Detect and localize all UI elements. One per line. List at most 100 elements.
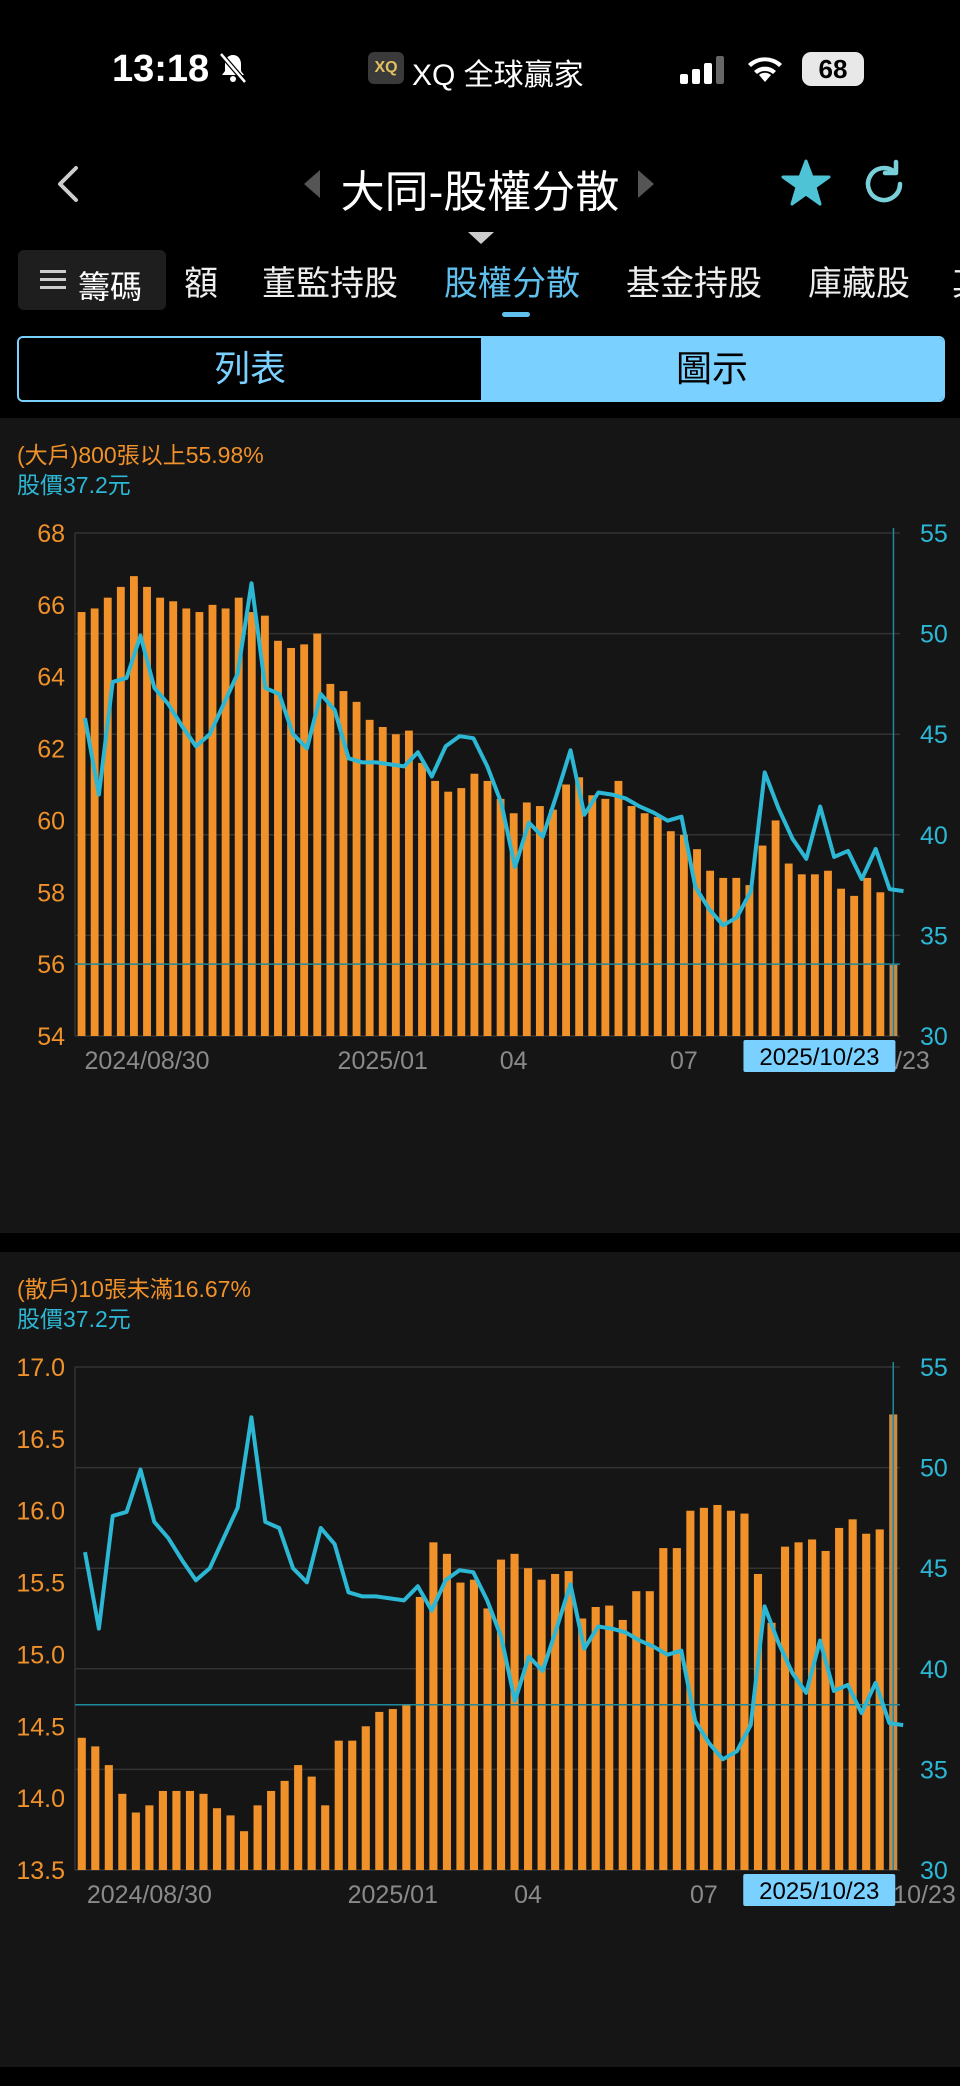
holder-bar [118, 1793, 127, 1870]
next-stock-icon[interactable] [638, 170, 654, 198]
y-left-tick-label: 16.0 [16, 1498, 65, 1526]
chart-large-holders[interactable]: 68 66 64 62 60 58 56 54 55 50 45 40 35 30 2024/08/30 20… [0, 418, 960, 1233]
holder-bar [274, 640, 282, 1036]
holder-bar [549, 809, 557, 1036]
holder-bar [348, 1740, 357, 1870]
cursor-date-badge [743, 1874, 896, 1906]
holder-bar [444, 791, 453, 1036]
holder-bar [483, 780, 492, 1036]
hamburger-icon [40, 270, 66, 289]
y-right-tick-label: 40 [920, 822, 948, 850]
tab-director-holdings[interactable]: 董監持股 [262, 265, 398, 303]
refresh-icon[interactable] [858, 158, 910, 215]
holder-bar [632, 1591, 641, 1870]
holder-bar [240, 1831, 249, 1870]
y-left-tick-label: 16.5 [16, 1426, 65, 1454]
y-right-tick-label: 50 [920, 1455, 948, 1483]
chart-small-holders[interactable]: 17.0 16.5 16.0 15.5 15.0 14.5 14.0 13.5 55 50 45 40… [0, 1252, 960, 2067]
y-left-tick-label: 62 [37, 736, 65, 764]
y-right-tick-label: 35 [920, 1756, 948, 1784]
prev-stock-icon[interactable] [304, 170, 320, 198]
y-left-tick-label: 54 [37, 1023, 65, 1051]
back-arrow-icon[interactable] [56, 162, 80, 211]
holder-bar [90, 608, 99, 1036]
holder-bar [375, 1711, 384, 1870]
holder-bar [221, 608, 230, 1036]
price-line [83, 1415, 904, 1762]
holder-bar [496, 798, 505, 1036]
holder-bar [294, 1765, 303, 1870]
holder-bar [334, 1740, 343, 1870]
legend-price: 股價37.2元 [17, 472, 131, 498]
holder-bar [753, 1573, 763, 1870]
holder-bar [601, 798, 610, 1036]
title-dropdown-icon[interactable] [468, 232, 494, 244]
y-left-tick-label: 17.0 [16, 1354, 65, 1382]
holder-bar [158, 1790, 167, 1870]
status-bar: 13:18 XQ XQ 全球贏家 68 [0, 0, 960, 140]
holder-bar [145, 1805, 154, 1870]
holder-bar [253, 1805, 262, 1870]
tab-partial-right[interactable]: 其 [952, 256, 960, 305]
holder-bar [653, 816, 662, 1036]
tab-active-indicator [502, 312, 530, 317]
holder-bar [77, 612, 86, 1036]
holder-bar [618, 1619, 627, 1870]
y-right-tick-label: 40 [920, 1656, 948, 1684]
holder-bar [794, 1542, 803, 1870]
holder-bar [627, 806, 636, 1036]
holder-bar [640, 813, 649, 1036]
holder-bar [797, 874, 806, 1036]
favorite-star-icon[interactable] [780, 158, 832, 215]
y-left-tick-label: 15.5 [16, 1570, 65, 1598]
holder-bar [388, 1709, 397, 1870]
y-left-tick-label: 58 [37, 879, 65, 907]
holder-bar [551, 1573, 560, 1870]
x-tick-label: 07 [690, 1881, 718, 1909]
holder-bar [706, 870, 715, 1036]
holder-bar [457, 788, 466, 1036]
holder-bar [234, 597, 243, 1036]
holder-bar [442, 1553, 451, 1870]
holder-bar [300, 644, 309, 1036]
legend-holder-pct: (大戶)800張以上55.98% [17, 442, 264, 468]
y-right-tick-label: 45 [920, 721, 948, 749]
holder-bar [732, 877, 741, 1036]
holder-bar [415, 1596, 424, 1870]
holder-bar [169, 601, 178, 1036]
holder-bar [524, 1568, 533, 1870]
holder-bar [226, 1815, 235, 1870]
holder-bar [575, 777, 584, 1036]
holder-bar [431, 780, 440, 1036]
holder-bar [77, 1737, 86, 1870]
chart-view-button[interactable]: 圖示 [481, 338, 943, 400]
y-left-tick-label: 14.5 [16, 1713, 65, 1741]
view-toggle: 列表 圖示 [17, 336, 945, 402]
page-title: 大同-股權分散 [340, 168, 620, 217]
y-left-tick-label: 64 [37, 664, 65, 692]
cursor-date-badge [743, 1040, 896, 1072]
holder-bar [850, 895, 859, 1036]
holder-bar [564, 1571, 573, 1870]
y-right-tick-label: 30 [920, 1857, 948, 1885]
chip-menu-button[interactable]: 籌碼 [18, 250, 166, 310]
holder-bar [863, 877, 872, 1036]
x-tick-label: 2025/01 [348, 1881, 438, 1909]
holder-bar [280, 1780, 289, 1870]
holder-bar [391, 734, 400, 1036]
tab-equity-distribution[interactable]: 股權分散 [444, 265, 580, 303]
holder-bar [307, 1776, 316, 1870]
nav-bar: 大同-股權分散 [0, 140, 960, 250]
status-time: 13:18 [112, 48, 210, 90]
holder-bar [693, 849, 701, 1036]
holder-bar [195, 612, 204, 1036]
x-tick-label: 04 [514, 1881, 542, 1909]
holder-bar [522, 802, 531, 1036]
holder-bar [247, 612, 256, 1036]
holder-bar [810, 874, 819, 1036]
tab-partial-left[interactable]: 額 [184, 265, 218, 303]
list-view-button[interactable]: 列表 [19, 338, 481, 400]
tab-treasury-stock[interactable]: 庫藏股 [808, 265, 910, 303]
y-left-tick-label: 66 [37, 592, 65, 620]
tab-fund-holdings[interactable]: 基金持股 [626, 265, 762, 303]
